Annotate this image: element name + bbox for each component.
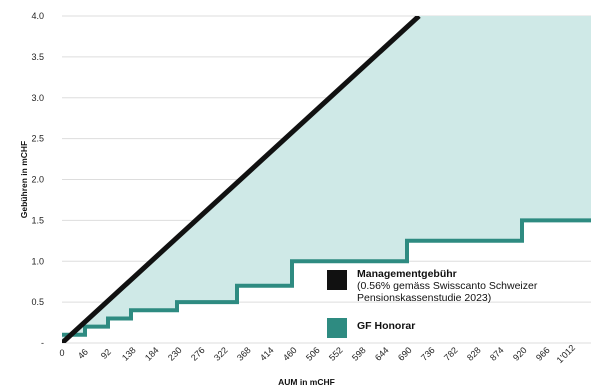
legend-note-managementgebuehr: (0.56% gemäss Swisscanto Schweizer Pensi… (357, 280, 538, 304)
y-tick-label: 2.5 (31, 134, 44, 144)
x-tick-label: 506 (304, 345, 322, 363)
y-tick-label: 1.5 (31, 215, 44, 225)
x-tick-label: 46 (76, 347, 90, 361)
y-tick-label: 0.5 (31, 297, 44, 307)
x-tick-label: 184 (143, 345, 161, 363)
legend-swatch-black (327, 270, 347, 290)
x-tick-label: 138 (120, 345, 138, 363)
x-tick-label: 276 (189, 345, 207, 363)
x-tick-label: 230 (166, 345, 184, 363)
y-axis-title: Gebühren in mCHF (19, 141, 29, 218)
gf-honorar-line (62, 218, 591, 337)
x-tick-label: 368 (235, 345, 253, 363)
managementgebuehr-line (62, 16, 421, 343)
x-tick-label: 460 (281, 345, 299, 363)
chart-legend: Managementgebühr (0.56% gemäss Swisscant… (327, 268, 592, 350)
x-tick-label: 92 (99, 347, 113, 361)
legend-label-gf-honorar: GF Honorar (357, 320, 416, 332)
legend-item-managementgebuehr: Managementgebühr (0.56% gemäss Swisscant… (327, 268, 592, 304)
fee-gap-area (62, 16, 591, 343)
x-axis-title: AUM in mCHF (278, 377, 335, 387)
legend-item-gf-honorar: GF Honorar (327, 316, 592, 338)
y-tick-label: 3.5 (31, 52, 44, 62)
y-tick-label: 4.0 (31, 11, 44, 21)
legend-swatch-teal (327, 318, 347, 338)
x-tick-label: 0 (59, 348, 64, 358)
x-tick-label: 414 (258, 345, 276, 363)
y-tick-label: 2.0 (31, 175, 44, 185)
legend-label-managementgebuehr: Managementgebühr (357, 268, 457, 280)
y-tick-label: 1.0 (31, 256, 44, 266)
x-tick-label: 322 (212, 345, 230, 363)
y-tick-label: 3.0 (31, 93, 44, 103)
y-tick-label: - (41, 338, 44, 348)
